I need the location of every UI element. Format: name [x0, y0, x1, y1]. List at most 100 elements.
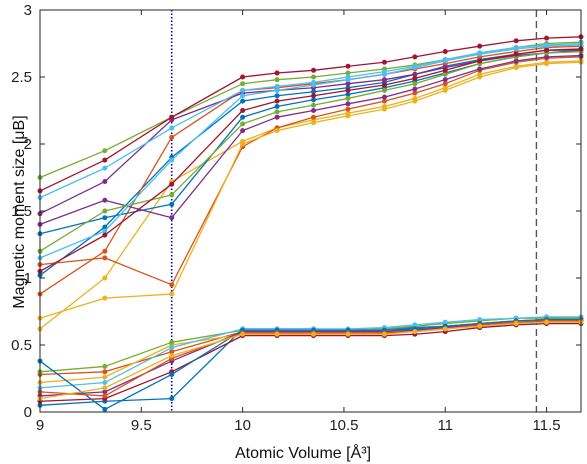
series-point: [345, 101, 351, 107]
series-point: [274, 98, 280, 104]
series-point: [345, 63, 351, 69]
series-point: [102, 208, 108, 214]
series-point: [240, 98, 246, 104]
series-point: [477, 51, 483, 57]
series-point: [169, 125, 175, 131]
series-point: [274, 77, 280, 83]
series-point: [311, 67, 317, 73]
x-tick-label: 9.5: [131, 417, 152, 434]
y-tick-label: 0: [24, 404, 32, 421]
series-point: [311, 120, 317, 126]
series-point: [102, 248, 108, 254]
x-tick-label: 11.5: [533, 417, 561, 434]
series-point: [513, 321, 519, 327]
series-point: [311, 108, 317, 114]
series-point: [442, 67, 448, 73]
series-point: [345, 77, 351, 83]
series-point: [240, 87, 246, 93]
series-point: [345, 106, 351, 112]
series-point: [381, 59, 387, 65]
series-point: [311, 331, 317, 337]
series-point: [169, 371, 175, 377]
series-point: [381, 82, 387, 88]
series-line-7: [39, 36, 582, 192]
series-line-13: [39, 44, 582, 259]
series-point: [102, 232, 108, 238]
x-tick-label: 10: [234, 417, 251, 434]
series-line-11: [39, 54, 582, 226]
series-line-10: [39, 61, 582, 319]
series-point: [102, 275, 108, 281]
series-point: [442, 58, 448, 64]
series-point: [240, 108, 246, 114]
series-point: [381, 331, 387, 337]
x-tick-label: 11: [437, 417, 453, 434]
series-point: [513, 65, 519, 71]
y-tick-label: 1.5: [11, 203, 32, 220]
series-point: [412, 329, 418, 335]
series-point: [412, 75, 418, 81]
series-point: [102, 369, 108, 375]
series-line-23: [39, 320, 581, 397]
series-point: [311, 93, 317, 99]
series-point: [412, 81, 418, 87]
series-point: [345, 331, 351, 337]
series-point: [169, 181, 175, 187]
x-axis-label: Atomic Volume [Å³]: [235, 443, 371, 462]
series-point: [169, 339, 175, 345]
series-point: [274, 93, 280, 99]
series-point: [311, 114, 317, 120]
y-tick-label: 1: [24, 270, 32, 287]
series-point: [544, 35, 550, 41]
series-point: [412, 54, 418, 60]
series-point: [412, 98, 418, 104]
series-point: [345, 95, 351, 101]
series-point: [345, 87, 351, 93]
series-point: [274, 103, 280, 109]
y-tick-label: 2.5: [11, 69, 32, 86]
series-point: [381, 87, 387, 93]
series-point: [240, 128, 246, 134]
series-point: [240, 74, 246, 80]
series-point: [311, 102, 317, 108]
series-line-3: [39, 60, 582, 330]
series-point: [381, 94, 387, 100]
plot-area: [37, 10, 584, 412]
series-point: [477, 323, 483, 329]
y-tick-label: 0.5: [11, 337, 32, 354]
series-point: [240, 141, 246, 147]
series-point: [102, 363, 108, 369]
series-point: [381, 106, 387, 112]
series-point: [544, 61, 550, 67]
series-point: [102, 148, 108, 154]
series-point: [513, 51, 519, 57]
series-point: [169, 157, 175, 163]
series-point: [442, 77, 448, 83]
series-point: [381, 71, 387, 77]
y-tick-label: 3: [24, 2, 32, 19]
series-point: [274, 128, 280, 134]
series-point: [345, 113, 351, 119]
series-point: [513, 38, 519, 44]
series-point: [102, 374, 108, 380]
series-point: [102, 393, 108, 399]
series-point: [169, 396, 175, 402]
series-point: [102, 197, 108, 203]
series-point: [169, 291, 175, 297]
series-line-4: [39, 49, 582, 215]
series-point: [311, 74, 317, 80]
series-point: [240, 331, 246, 337]
series-point: [544, 47, 550, 53]
series-point: [169, 114, 175, 120]
series-point: [169, 282, 175, 288]
series-line-9: [39, 56, 582, 286]
series-line-22: [39, 318, 581, 410]
series-point: [102, 380, 108, 386]
x-tick-label: 10.5: [329, 417, 358, 434]
y-tick-label: 2: [24, 136, 32, 153]
series-point: [169, 201, 175, 207]
series-point: [544, 319, 550, 325]
series-point: [274, 114, 280, 120]
series-point: [240, 114, 246, 120]
